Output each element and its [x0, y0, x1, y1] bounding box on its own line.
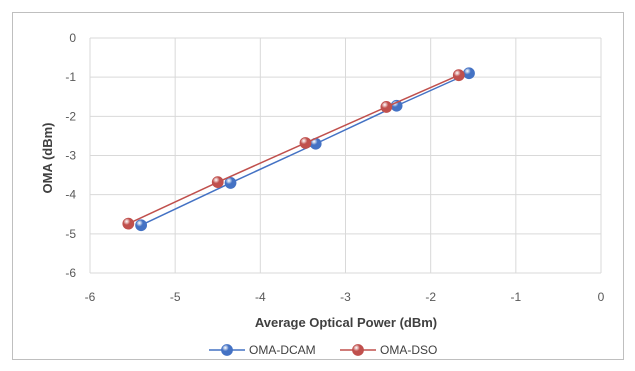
legend: OMA-DCAM OMA-DSO [209, 343, 437, 357]
x-axis-title: Average Optical Power (dBm) [255, 315, 437, 330]
y-tick-label: -4 [65, 188, 76, 202]
y-tick-label: -5 [65, 227, 76, 241]
gridlines [89, 37, 602, 274]
y-tick-label: -2 [65, 109, 76, 123]
legend-marker [352, 344, 364, 356]
y-tick-label: -6 [65, 266, 76, 280]
y-tick-label: -1 [65, 70, 76, 84]
series-layer [122, 67, 475, 232]
data-point [211, 176, 224, 189]
data-point [463, 67, 475, 80]
y-tick-label: -3 [65, 149, 76, 163]
series-oma-dcam [135, 67, 475, 232]
x-tick-label: -6 [85, 290, 96, 304]
x-tick-label: -4 [255, 290, 266, 304]
tick-labels: 0 -1 -2 -3 -4 -5 -6 -6 -5 -4 -3 -2 -1 0 [65, 31, 604, 304]
y-axis-title: OMA (dBm) [40, 122, 55, 193]
x-tick-label: -2 [425, 290, 436, 304]
data-point [380, 101, 393, 113]
data-point [452, 69, 465, 82]
legend-marker [221, 344, 233, 356]
data-point [299, 137, 312, 149]
chart-frame [12, 12, 624, 360]
data-point [135, 219, 148, 232]
series-line [140, 72, 470, 226]
series-oma-dso [122, 69, 465, 230]
x-tick-label: -5 [170, 290, 181, 304]
legend-item: OMA-DSO [340, 343, 437, 357]
series-line [128, 74, 460, 225]
x-tick-label: 0 [598, 290, 605, 304]
legend-label: OMA-DSO [380, 343, 437, 357]
data-point [122, 217, 135, 230]
data-point [224, 177, 237, 189]
x-tick-label: -1 [510, 290, 521, 304]
legend-item: OMA-DCAM [209, 343, 316, 357]
y-tick-label: 0 [69, 31, 76, 45]
x-tick-label: -3 [340, 290, 351, 304]
legend-label: OMA-DCAM [249, 343, 316, 357]
